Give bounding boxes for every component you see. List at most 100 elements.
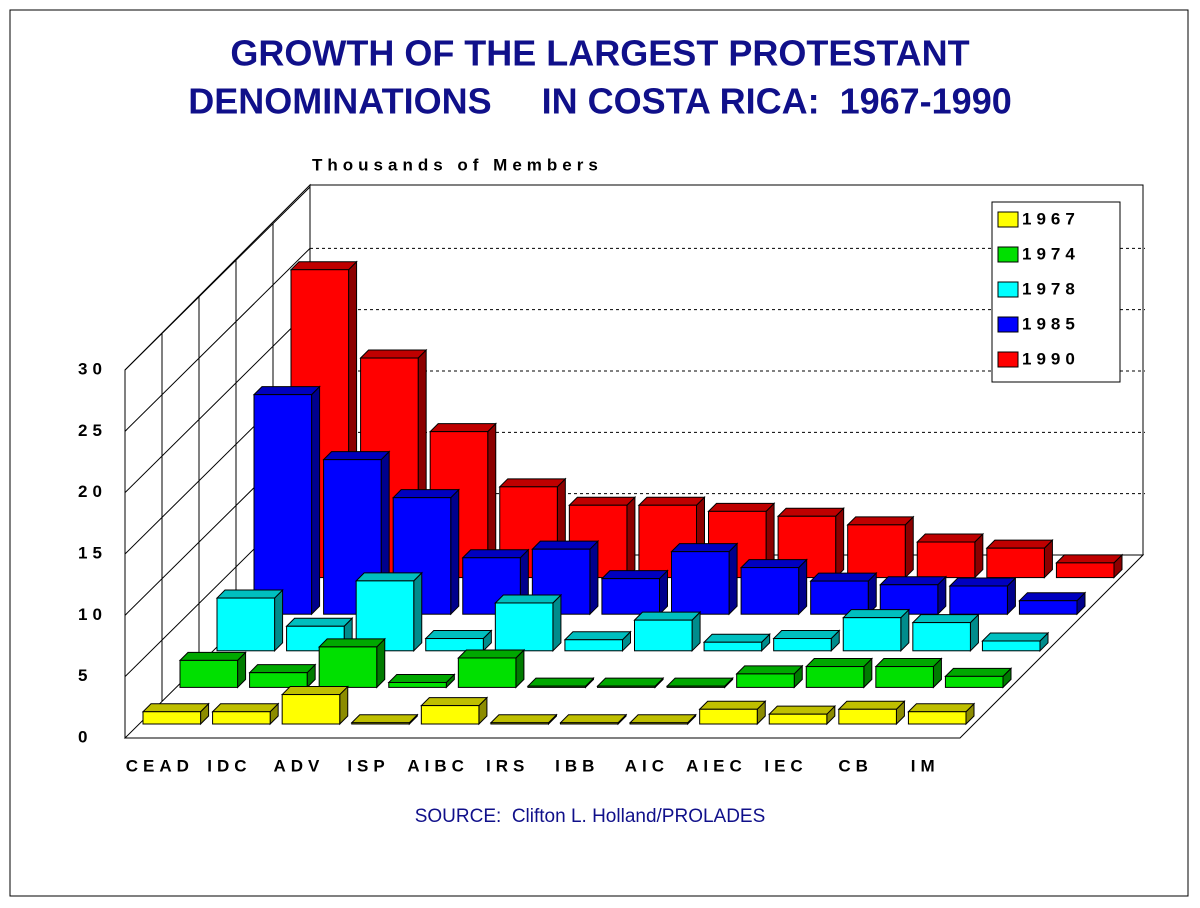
bar-top	[702, 633, 771, 643]
bar-top	[981, 632, 1050, 642]
bar-top	[670, 543, 739, 553]
bar-top	[141, 703, 210, 713]
bar-front	[142, 711, 202, 725]
bar-top	[628, 714, 697, 724]
bar-front	[773, 638, 832, 652]
bar	[280, 685, 349, 726]
source: SOURCE: Clifton L. Holland/PROLADES	[415, 806, 766, 827]
bar	[981, 631, 1050, 653]
bar-top	[498, 478, 567, 488]
bar-top	[215, 589, 284, 599]
legend-swatch	[997, 351, 1019, 368]
bar-top	[842, 609, 911, 619]
legend-swatch	[997, 316, 1019, 333]
bar-front	[671, 551, 730, 615]
bar-side	[274, 588, 284, 653]
bar	[252, 385, 321, 616]
bar-top	[707, 502, 776, 512]
bar-top	[916, 533, 985, 543]
bar	[944, 667, 1013, 689]
bar-front	[597, 685, 656, 688]
x-tick-label: AIC	[625, 756, 669, 775]
bar-front	[634, 619, 693, 652]
bar-top	[944, 667, 1013, 677]
bar-top	[874, 658, 943, 668]
legend-label: 1974	[1022, 244, 1080, 263]
grid-line-left	[124, 247, 311, 432]
bar	[772, 629, 841, 653]
x-tick-label: CEAD	[126, 756, 194, 775]
bar-side	[728, 542, 738, 616]
legend-label: 1990	[1022, 349, 1080, 368]
legend-label: 1985	[1022, 314, 1080, 333]
bar-front	[527, 685, 587, 688]
y-axis-label: Thousands of Members	[312, 155, 603, 174]
bar-front	[179, 659, 239, 688]
bar	[916, 532, 985, 579]
bar	[911, 613, 980, 653]
bar	[837, 700, 906, 726]
bar-top	[252, 386, 321, 396]
bar	[739, 558, 808, 616]
legend-label: 1967	[1022, 209, 1080, 228]
bar-front	[494, 602, 554, 652]
bar-top	[911, 614, 980, 624]
bar-top	[985, 539, 1054, 549]
bar-top	[879, 576, 948, 586]
bar-front	[1055, 562, 1115, 579]
legend-swatch	[997, 281, 1019, 298]
bar	[907, 702, 976, 726]
bar-top	[420, 697, 489, 707]
bar-front	[318, 646, 378, 688]
bar	[698, 700, 767, 726]
bar-top	[1018, 592, 1087, 602]
bar	[985, 538, 1054, 579]
bar-front	[212, 711, 271, 725]
bar-front	[703, 641, 763, 652]
bar-front	[981, 640, 1041, 652]
grid-line-left	[124, 186, 311, 371]
bar-front	[842, 617, 902, 652]
bar-side	[450, 488, 460, 616]
bar-front	[699, 708, 758, 725]
bar	[1018, 591, 1087, 616]
x-tick-label: AIEC	[686, 756, 747, 775]
bar-top	[280, 686, 349, 696]
bar-top	[739, 559, 808, 569]
grid-line	[124, 247, 1145, 432]
bar-top	[428, 423, 497, 433]
bar-top	[494, 594, 563, 604]
bar	[665, 676, 734, 689]
bar-top	[317, 638, 386, 648]
bar-top	[391, 489, 460, 499]
bar-front	[736, 673, 795, 688]
bar	[879, 575, 948, 616]
bar	[1055, 553, 1124, 579]
legend-swatch	[997, 211, 1019, 228]
y-tick-label: 20	[78, 482, 107, 501]
bar-front	[253, 394, 313, 615]
bar-front	[425, 638, 484, 652]
bar-top	[461, 549, 530, 559]
bar-front	[916, 541, 976, 579]
bar-front	[216, 597, 276, 652]
bar-front	[490, 722, 549, 725]
bar	[768, 704, 837, 726]
bar-top	[354, 572, 423, 582]
bar-top	[285, 617, 354, 627]
bar	[424, 629, 493, 653]
bar	[420, 696, 489, 726]
x-tick-label: IRS	[486, 756, 529, 775]
bar-top	[948, 577, 1017, 587]
bar-front	[666, 685, 726, 688]
bar-side	[626, 496, 636, 579]
bar-top	[322, 451, 391, 461]
bar-top	[805, 658, 874, 668]
y-tick-label: 25	[78, 421, 107, 440]
bar-front	[560, 722, 619, 725]
bar-top	[568, 496, 637, 506]
bar-front	[907, 711, 967, 725]
bar-front	[875, 666, 934, 688]
bar-top	[735, 665, 804, 675]
bar-top	[387, 673, 456, 683]
